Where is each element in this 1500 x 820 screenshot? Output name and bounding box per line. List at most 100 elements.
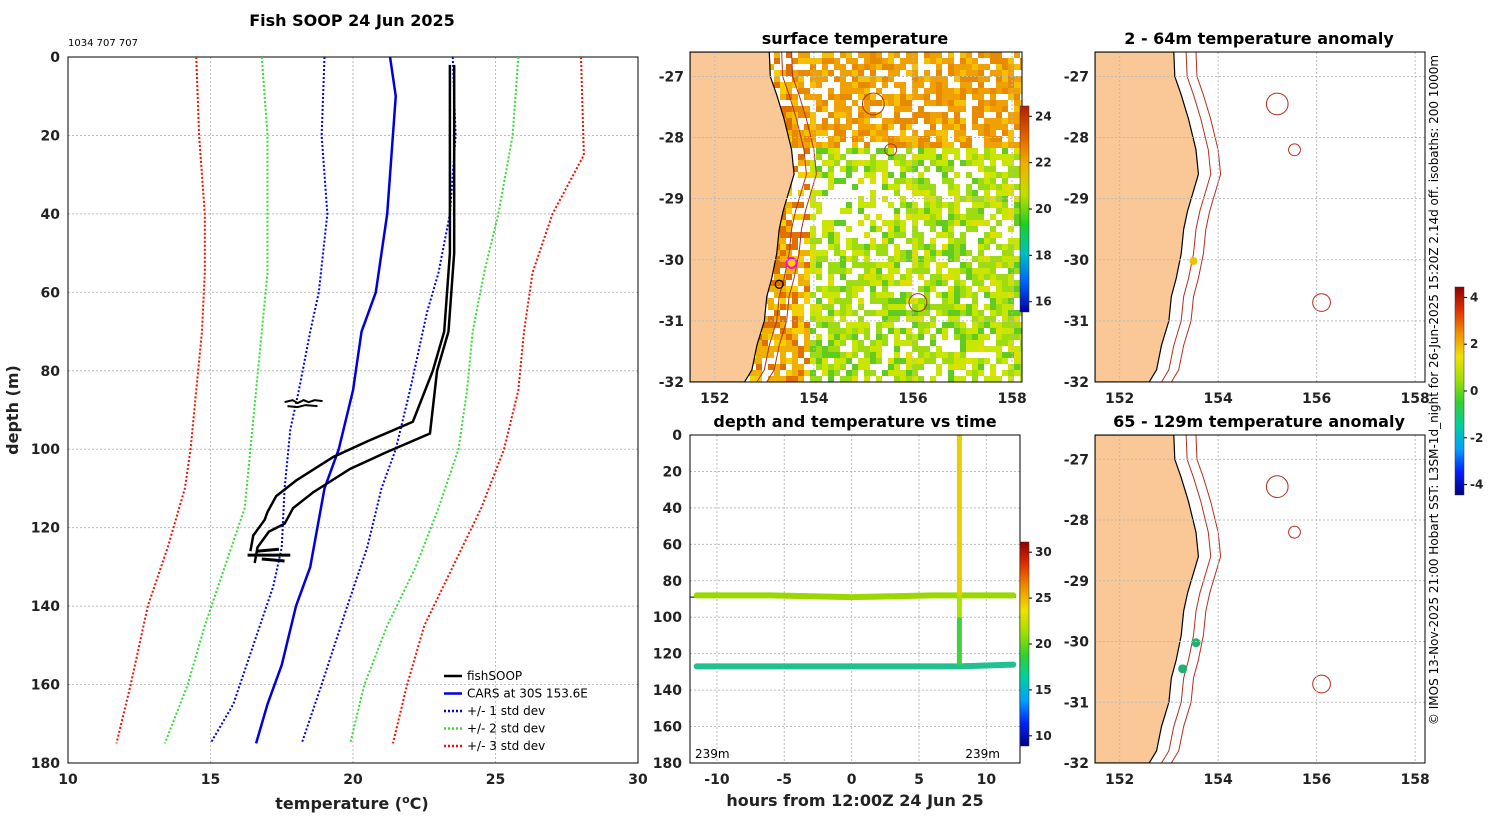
anom2-map: 152 154 156 158 -27 -28 -29 -30 -31 -32 xyxy=(1064,434,1430,788)
isobath-200m xyxy=(1161,52,1212,382)
sst-station-marker xyxy=(774,279,784,289)
map-lon-tick: 158 xyxy=(1401,391,1430,407)
seamount-contour xyxy=(1265,475,1289,498)
series--2-std-dev-low- xyxy=(163,56,269,744)
map-lat-tick: -29 xyxy=(659,192,684,208)
dt-ytick: 40 xyxy=(663,501,683,517)
series--3-std-dev-high- xyxy=(391,56,585,744)
map-lat-tick: -28 xyxy=(1064,513,1089,529)
map-lon-tick: 154 xyxy=(799,391,828,407)
map-lat-tick: -31 xyxy=(1064,314,1089,330)
main-title: Fish SOOP 24 Jun 2025 xyxy=(249,11,455,30)
dt-xtick: 5 xyxy=(914,772,924,788)
profile-ytick: 160 xyxy=(31,678,60,694)
map-lat-tick: -30 xyxy=(659,253,685,269)
profile-ytick: 180 xyxy=(31,756,60,772)
sst-map: 152 154 156 158 -27 -28 -29 -30 -31 -32 xyxy=(659,51,1027,407)
isobath-200m xyxy=(756,52,807,382)
dt-depth-label-right: 239m xyxy=(965,747,1000,761)
map-lon-tick: 158 xyxy=(1401,772,1430,788)
legend-label: fishSOOP xyxy=(467,669,522,683)
dt-xtick: -10 xyxy=(704,772,730,788)
ids-text: 1034 707 707 xyxy=(68,38,138,49)
map-inner xyxy=(690,52,1022,382)
dt-track-upper-track xyxy=(693,592,1017,601)
legend: fishSOOP CARS at 30S 153.6E +/- 1 std dev +… xyxy=(444,669,588,753)
sst-colorbar-tick: 20 xyxy=(1035,202,1052,216)
dt-ytick: 100 xyxy=(653,610,682,626)
dt-colorbar-tick: 25 xyxy=(1035,591,1052,605)
map-lat-tick: -30 xyxy=(1064,253,1090,269)
map-lat-tick: -32 xyxy=(1064,375,1089,391)
dt-ytick: 120 xyxy=(653,647,682,663)
profile-ytick: 120 xyxy=(31,521,60,537)
profile-ytick: 100 xyxy=(31,442,60,458)
map-frame xyxy=(1094,51,1426,383)
map-lon-tick: 158 xyxy=(997,391,1026,407)
dt-colorbar-tick: 30 xyxy=(1035,545,1052,559)
sst-colorbar-bar xyxy=(1019,105,1030,313)
anom1-marker xyxy=(1189,257,1198,265)
dt-xtick: -5 xyxy=(777,772,793,788)
anom-colorbar-tick: -4 xyxy=(1470,478,1483,492)
anom-colorbar-tick: 2 xyxy=(1470,337,1478,351)
map-lon-tick: 156 xyxy=(1302,772,1331,788)
dt-colorbar-tick: 20 xyxy=(1035,637,1052,651)
anom2-title: 65 - 129m temperature anomaly xyxy=(1113,412,1405,431)
profile-ylabel: depth (m) xyxy=(3,365,22,455)
sst-colorbar-tick: 18 xyxy=(1035,248,1052,262)
dt-depth-label-left: 239m xyxy=(695,747,730,761)
map-lat-tick: -32 xyxy=(659,375,684,391)
map-lon-tick: 156 xyxy=(898,391,927,407)
map-frame xyxy=(1094,434,1426,764)
profile-xlabel: temperature (oC) xyxy=(275,793,428,813)
land xyxy=(690,52,795,382)
map-inner xyxy=(1095,52,1425,382)
anom2-marker xyxy=(1178,664,1188,674)
anom-colorbar-tick: 0 xyxy=(1470,384,1478,398)
land xyxy=(1095,435,1200,763)
map-lon-tick: 152 xyxy=(1105,772,1134,788)
profile-ytick: 60 xyxy=(41,285,61,301)
profile-xtick: 10 xyxy=(58,772,78,788)
profile-ytick: 80 xyxy=(41,364,61,380)
dt-ytick: 160 xyxy=(653,720,682,736)
seamount-contour xyxy=(1288,143,1301,157)
sst-title: surface temperature xyxy=(762,29,949,48)
dt-xlabel: hours from 12:00Z 24 Jun 25 xyxy=(726,791,983,810)
isobath-1000m xyxy=(1170,435,1222,763)
profile-ytick: 0 xyxy=(50,50,60,66)
map-lat-tick: -29 xyxy=(1064,574,1089,590)
seamount-contour xyxy=(884,143,898,157)
series--3-std-dev-low- xyxy=(115,56,206,744)
legend-label: +/- 3 std dev xyxy=(467,739,545,753)
isobath-1000m xyxy=(766,52,817,382)
seamount-contour xyxy=(908,293,928,312)
dt-colorbar-tick: 15 xyxy=(1035,683,1052,697)
anom-colorbar-tick: 4 xyxy=(1470,290,1478,304)
series--2-std-dev-high- xyxy=(349,56,520,744)
anom2-marker xyxy=(1191,638,1201,648)
dt-ytick: 20 xyxy=(663,464,683,480)
dt-ytick: 80 xyxy=(663,574,683,590)
dt-ytick: 180 xyxy=(653,756,682,772)
seamount-contour xyxy=(1265,92,1289,116)
dt-ytick: 60 xyxy=(663,537,683,553)
anom-colorbar-tick: -2 xyxy=(1470,431,1483,445)
profile-xtick: 20 xyxy=(343,772,363,788)
profile-frame xyxy=(67,56,639,764)
seamount-contour xyxy=(861,92,885,116)
profile-ytick: 140 xyxy=(31,599,60,615)
map-lat-tick: -31 xyxy=(1064,695,1089,711)
legend-label: +/- 2 std dev xyxy=(467,722,545,736)
legend-label: +/- 1 std dev xyxy=(467,704,545,718)
map-lat-tick: -30 xyxy=(1064,635,1090,651)
sst-colorbar-tick: 24 xyxy=(1035,109,1052,123)
sst-vessel-marker xyxy=(785,256,798,269)
map-lon-tick: 152 xyxy=(700,391,729,407)
dt-colorbar-tick: 10 xyxy=(1035,729,1052,743)
side-credit-text: © IMOS 13-Nov-2025 21:00 Hobart SST: L3S… xyxy=(1427,55,1441,725)
dt-xtick: 0 xyxy=(847,772,857,788)
